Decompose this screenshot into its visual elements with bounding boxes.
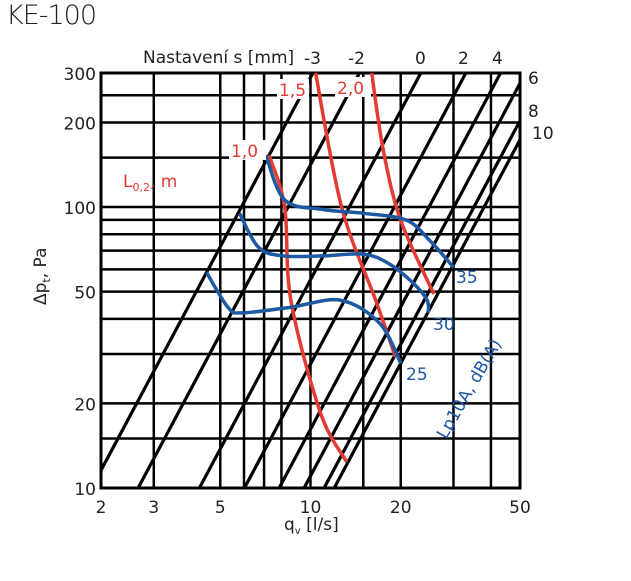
noise-curve <box>264 154 455 269</box>
x-tick-label: 3 <box>148 498 159 518</box>
noise-curve <box>238 212 431 314</box>
y-tick-label: 10 <box>74 480 96 500</box>
throw-legend: L0,2, m <box>123 172 177 194</box>
noise-curves <box>205 154 455 365</box>
setting-line <box>302 79 520 488</box>
y-tick-label: 20 <box>74 395 96 415</box>
setting-line <box>197 73 423 488</box>
setting-line <box>332 136 520 488</box>
chart-title: KE-100 <box>6 0 97 31</box>
setting-label: 0 <box>415 49 426 69</box>
setting-lines <box>101 73 520 488</box>
throw-curve <box>313 72 398 358</box>
throw-curve-label: 2,0 <box>337 79 364 99</box>
throw-curve-label: 1,0 <box>231 142 258 162</box>
y-tick-label: 200 <box>64 114 96 134</box>
noise-curve-label: 35 <box>456 268 478 288</box>
y-tick-label: 50 <box>74 284 96 304</box>
setting-line <box>101 73 315 474</box>
setting-line <box>242 73 468 488</box>
setting-label: 2 <box>458 49 469 69</box>
noise-curve <box>205 271 403 365</box>
x-axis-label: qv [l/s] <box>284 515 339 537</box>
setting-axis-title: Nastavení s [mm] <box>143 48 294 68</box>
setting-label: -3 <box>304 49 321 69</box>
setting-label: -2 <box>348 49 365 69</box>
setting-line <box>136 73 362 488</box>
x-tick-label: 5 <box>215 498 226 518</box>
y-tick-label: 100 <box>64 199 96 219</box>
noise-axis-label: Lp10A, dB(A) <box>433 336 506 443</box>
x-tick-label: 20 <box>390 498 412 518</box>
x-tick-label: 2 <box>96 498 107 518</box>
setting-line <box>322 117 520 488</box>
noise-curve-label: 25 <box>406 365 428 385</box>
setting-label: 6 <box>528 69 539 89</box>
x-tick-label: 10 <box>300 498 322 518</box>
setting-label: 4 <box>492 49 503 69</box>
y-axis-label: Δpt, Pa <box>31 248 53 305</box>
setting-label: 8 <box>528 102 539 122</box>
setting-line <box>277 73 503 488</box>
noise-curve-label: 30 <box>433 315 455 335</box>
setting-label: 10 <box>532 124 554 144</box>
throw-curve <box>369 72 436 295</box>
plot-frame <box>99 71 522 490</box>
y-tick-label: 300 <box>64 65 96 85</box>
throw-curve-label: 1,5 <box>279 81 306 101</box>
x-tick-label: 50 <box>509 498 531 518</box>
